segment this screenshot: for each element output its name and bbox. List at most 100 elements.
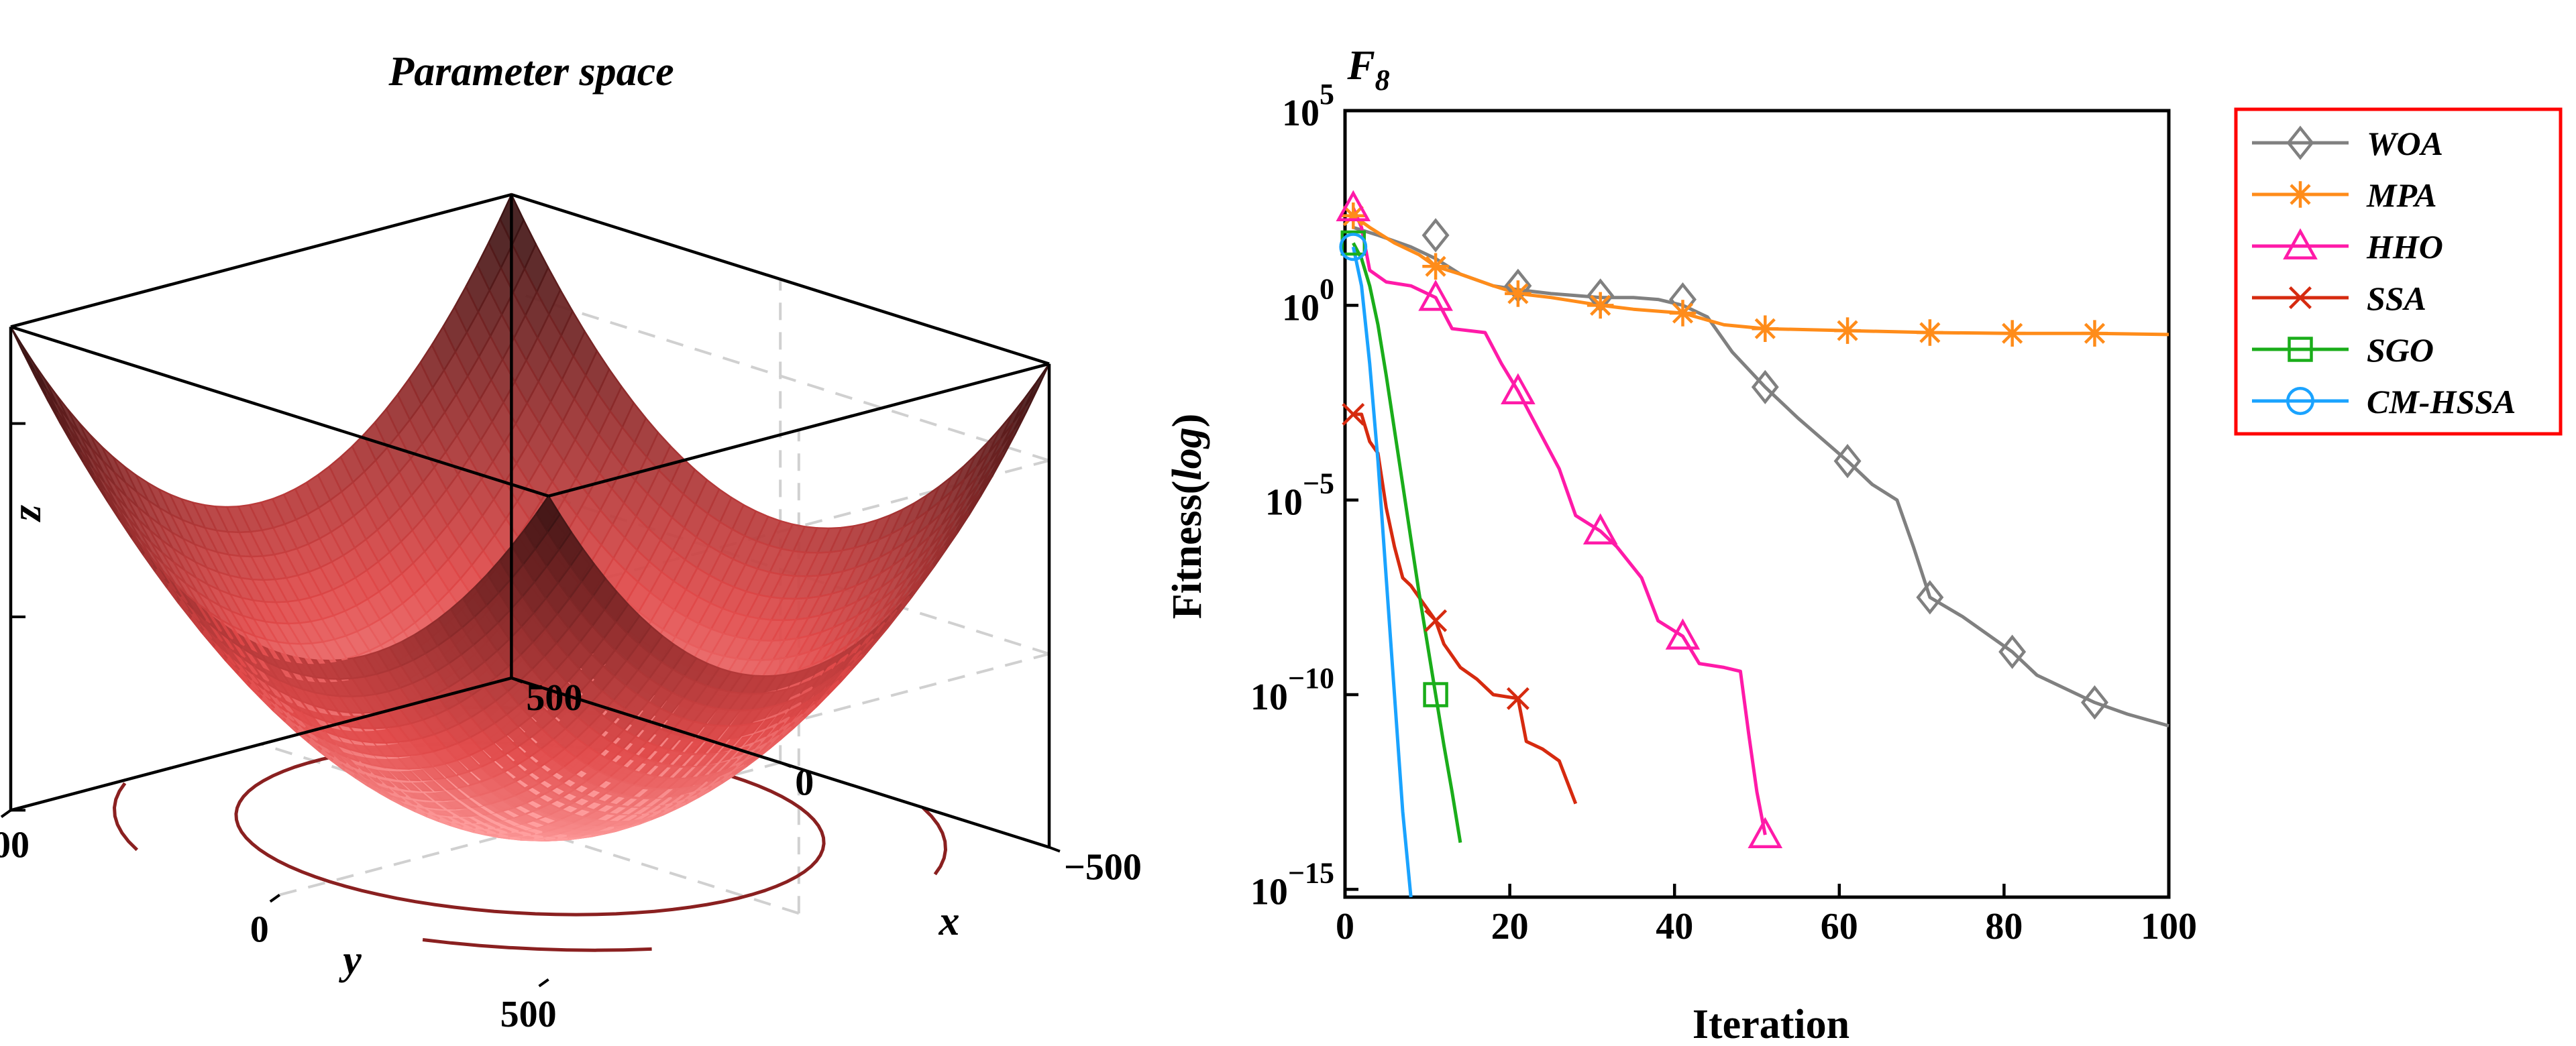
surface-xlabel: x: [938, 898, 960, 944]
surface-ylabel: y: [338, 937, 362, 983]
marker-mpa: [2081, 320, 2108, 347]
y-tick-label: 10−15: [1250, 856, 1334, 913]
surface-title: Parameter space: [388, 49, 674, 95]
y-tick-exp: −15: [1288, 856, 1334, 889]
marker-mpa-stroke: [1507, 283, 1529, 304]
x-tick: [511, 677, 523, 684]
y-tick-label: −500: [0, 824, 30, 866]
series-markers: [1336, 190, 2108, 848]
marker-ssa: [1506, 687, 1529, 710]
legend-label-cm-hssa: CM-HSSA: [2367, 383, 2516, 420]
x-tick-label: 20: [1491, 906, 1529, 947]
box-edge: [10, 193, 512, 329]
y-tick-base: 10: [1282, 93, 1320, 134]
y-tick: [538, 978, 549, 988]
y-tick-base: 10: [1282, 287, 1320, 329]
y-tick-label: 500: [500, 994, 557, 1035]
legend-box: [2234, 107, 2563, 436]
y-tick-base: 10: [1250, 677, 1288, 718]
series-line-hho: [1351, 207, 1767, 835]
surface-mesh: [9, 192, 1051, 842]
marker-mpa: [1998, 320, 2026, 347]
marker-sgo: [1423, 682, 1448, 707]
marker-woa: [1833, 444, 1862, 479]
marker-woa: [1998, 634, 2027, 669]
legend-label-woa: WOA: [2367, 125, 2443, 162]
y-tick: [0, 809, 12, 819]
y-tick-label: 10−5: [1265, 467, 1334, 524]
marker-woa: [2080, 685, 2108, 720]
contour-line: [921, 806, 948, 876]
marker-hho: [1665, 618, 1701, 650]
grid-line: [511, 290, 1050, 462]
legend-marker-mpa: [2287, 181, 2314, 208]
x-tick-label: −500: [1064, 847, 1142, 888]
marker-ssa-stroke: [1342, 402, 1365, 426]
legend-label-hho: HHO: [2366, 228, 2443, 266]
box-edge: [10, 325, 549, 498]
chart-title: F8: [1346, 43, 1389, 97]
y-tick-label: 105: [1282, 78, 1334, 134]
chart-ylabel: Fitness(log): [1165, 414, 1210, 620]
plot-area: [1343, 109, 2171, 899]
marker-ssa: [1342, 402, 1365, 426]
box-edge: [548, 362, 1050, 498]
marker-mpa: [1505, 280, 1532, 307]
marker-mpa-stroke: [1342, 205, 1364, 227]
legend-marker-cm-hssa: [2286, 387, 2314, 415]
legend-marker-mpa-stroke: [2290, 184, 2311, 205]
marker-hho: [1418, 280, 1453, 311]
marker-hho: [1501, 373, 1536, 404]
series-line-sgo: [1352, 242, 1462, 844]
marker-mpa: [1587, 292, 1614, 319]
marker-mpa: [1917, 319, 1943, 346]
marker-mpa: [1669, 300, 1697, 327]
surface-cell: [9, 326, 36, 371]
y-tick-label: 0: [250, 909, 269, 951]
x-tick-label: 80: [1985, 906, 2023, 947]
chart-legend: WOA MPA HHO SSA SGO CM-HSSA: [2234, 107, 2563, 436]
y-tick-label: 100: [1282, 272, 1334, 329]
x-tick: [1049, 846, 1061, 853]
marker-mpa-stroke: [1590, 294, 1611, 316]
marker-mpa-stroke: [1672, 302, 1694, 324]
x-tick-label: 0: [795, 762, 814, 803]
marker-mpa-stroke: [1919, 322, 1941, 343]
y-tick-base: 10: [1250, 871, 1288, 913]
legend-marker-woa: [2286, 125, 2314, 160]
legend-label-sgo: SGO: [2367, 331, 2434, 369]
marker-woa: [1421, 218, 1450, 253]
y-tick-base: 10: [1265, 482, 1303, 524]
y-tick-exp: −5: [1303, 467, 1334, 500]
surface-zlabel: z: [4, 505, 50, 522]
marker-mpa: [1834, 317, 1861, 344]
marker-hho: [1582, 513, 1618, 544]
box-edge: [10, 677, 512, 812]
marker-mpa-stroke: [1754, 318, 1776, 339]
legend-marker-ssa-stroke: [2289, 286, 2312, 309]
legend-marker-hho: [2283, 228, 2318, 259]
marker-cm-hssa: [1339, 233, 1368, 262]
y-tick: [269, 893, 280, 903]
x-tick-label: 100: [2141, 906, 2197, 947]
marker-ssa: [1424, 609, 1448, 632]
marker-mpa: [1752, 315, 1779, 342]
y-tick-exp: −10: [1288, 662, 1334, 695]
box-edge: [511, 193, 1050, 365]
y-tick-exp: 5: [1320, 78, 1334, 111]
marker-mpa-stroke: [1837, 320, 1858, 341]
x-tick-label: 500: [526, 677, 582, 719]
marker-ssa-stroke: [1506, 687, 1529, 710]
legend-label-mpa: MPA: [2366, 176, 2437, 214]
x-tick-label: 0: [1336, 906, 1354, 947]
x-tick-label: 40: [1656, 906, 1693, 947]
x-tick: [780, 761, 792, 768]
y-tick-exp: 0: [1320, 272, 1334, 305]
marker-hho: [1748, 817, 1783, 848]
chart-xlabel: Iteration: [1693, 1002, 1849, 1046]
marker-hho: [1336, 190, 1371, 222]
